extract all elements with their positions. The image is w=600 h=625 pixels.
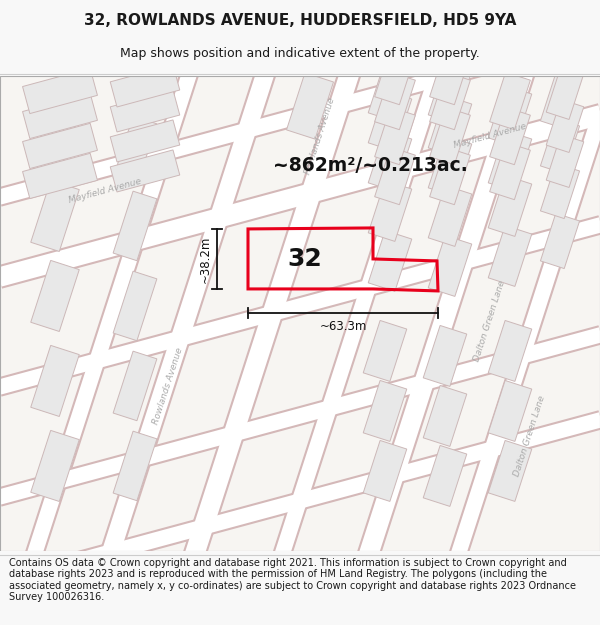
Polygon shape <box>113 431 157 501</box>
Polygon shape <box>23 68 97 114</box>
Text: Rowlands Avenue: Rowlands Avenue <box>304 96 337 176</box>
Polygon shape <box>546 66 584 119</box>
Text: Rowlands Avenue: Rowlands Avenue <box>151 346 185 426</box>
Polygon shape <box>428 62 472 123</box>
Polygon shape <box>368 181 412 241</box>
Polygon shape <box>430 148 470 204</box>
Polygon shape <box>428 96 472 156</box>
Polygon shape <box>488 381 532 441</box>
Polygon shape <box>428 186 472 246</box>
Polygon shape <box>430 48 470 104</box>
Text: Dalton Green Lane: Dalton Green Lane <box>473 279 507 362</box>
Polygon shape <box>428 136 472 196</box>
Polygon shape <box>363 321 407 381</box>
Text: Contains OS data © Crown copyright and database right 2021. This information is : Contains OS data © Crown copyright and d… <box>9 558 576 602</box>
Polygon shape <box>363 381 407 441</box>
Polygon shape <box>423 326 467 386</box>
Polygon shape <box>368 61 412 121</box>
Polygon shape <box>113 271 157 341</box>
Polygon shape <box>374 72 415 129</box>
Polygon shape <box>23 123 97 169</box>
Polygon shape <box>541 118 580 174</box>
Polygon shape <box>546 134 584 188</box>
Polygon shape <box>423 446 467 506</box>
Polygon shape <box>113 116 157 186</box>
Polygon shape <box>110 90 180 132</box>
Polygon shape <box>374 148 415 204</box>
Polygon shape <box>368 231 412 291</box>
Polygon shape <box>490 107 530 164</box>
Polygon shape <box>368 91 412 151</box>
Polygon shape <box>488 86 532 146</box>
Text: 32, ROWLANDS AVENUE, HUDDERSFIELD, HD5 9YA: 32, ROWLANDS AVENUE, HUDDERSFIELD, HD5 9… <box>84 13 516 28</box>
Polygon shape <box>428 236 472 296</box>
Polygon shape <box>423 386 467 446</box>
Text: Mayfield Avenue: Mayfield Avenue <box>452 122 527 150</box>
Polygon shape <box>488 176 532 236</box>
Polygon shape <box>31 261 79 331</box>
Polygon shape <box>110 150 180 192</box>
Polygon shape <box>23 93 97 139</box>
Text: 32: 32 <box>287 247 322 271</box>
Polygon shape <box>541 163 580 219</box>
Polygon shape <box>31 181 79 251</box>
Polygon shape <box>430 107 470 164</box>
Polygon shape <box>488 131 532 191</box>
Text: ~862m²/~0.213ac.: ~862m²/~0.213ac. <box>272 156 467 176</box>
Text: Map shows position and indicative extent of the property.: Map shows position and indicative extent… <box>120 47 480 59</box>
Polygon shape <box>374 48 415 104</box>
Polygon shape <box>368 131 412 191</box>
Polygon shape <box>488 441 532 501</box>
Polygon shape <box>287 72 334 139</box>
Polygon shape <box>488 226 532 286</box>
Text: ~63.3m: ~63.3m <box>319 321 367 334</box>
Polygon shape <box>430 72 470 129</box>
Text: Dalton Green Lane: Dalton Green Lane <box>513 394 547 478</box>
Polygon shape <box>31 106 79 176</box>
Polygon shape <box>490 72 530 129</box>
Polygon shape <box>110 120 180 162</box>
Polygon shape <box>488 321 532 381</box>
Polygon shape <box>490 142 530 199</box>
Polygon shape <box>374 107 415 164</box>
Polygon shape <box>23 153 97 199</box>
Polygon shape <box>31 346 79 416</box>
Polygon shape <box>541 213 580 269</box>
Polygon shape <box>113 191 157 261</box>
Polygon shape <box>541 73 580 129</box>
Text: Mayfield Avenue: Mayfield Avenue <box>68 177 142 205</box>
Polygon shape <box>110 65 180 107</box>
Polygon shape <box>0 76 600 551</box>
Polygon shape <box>113 351 157 421</box>
Polygon shape <box>363 441 407 501</box>
Polygon shape <box>546 99 584 152</box>
Polygon shape <box>31 431 79 501</box>
Text: ~38.2m: ~38.2m <box>199 235 212 282</box>
